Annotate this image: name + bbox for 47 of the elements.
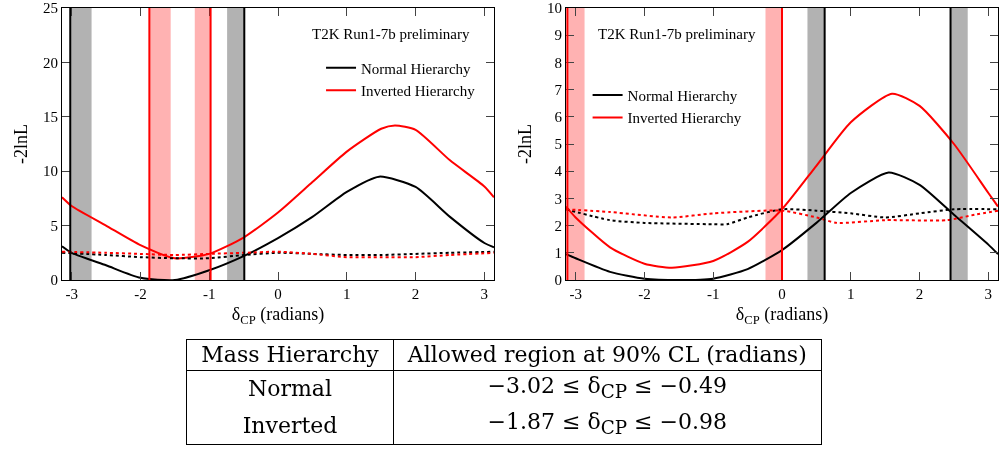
y-axis-title: -2lnL	[515, 124, 536, 164]
x-tick-label: 2	[915, 286, 924, 302]
legend-label: Normal Hierarchy	[627, 87, 738, 104]
legend-label: Inverted Hierarchy	[627, 110, 742, 127]
x-tick-label: 3	[984, 286, 993, 302]
y-tick-label: 0	[554, 272, 562, 289]
y-tick-label: 15	[43, 109, 58, 126]
y-tick-label: 7	[554, 81, 563, 98]
x-tick-label: -3	[569, 286, 582, 302]
x-tick-label: 0	[778, 286, 786, 302]
y-tick-label: 10	[547, 0, 562, 17]
y-tick-label: 20	[43, 54, 58, 71]
annotation: T2K Run1-7b preliminary	[598, 26, 756, 42]
annotation: T2K Run1-7b preliminary	[312, 26, 470, 42]
y-tick-label: 4	[554, 163, 563, 180]
y-tick-label: 25	[43, 0, 58, 17]
y-tick-label: 5	[50, 217, 58, 234]
x-tick-label: 1	[343, 286, 351, 302]
y-tick-label: 3	[554, 190, 562, 207]
legend-label: Inverted Hierarchy	[361, 83, 476, 100]
x-axis-title: δ$_{CP}$ (radians)	[735, 304, 829, 327]
y-tick-label: 1	[554, 245, 562, 262]
legend-label: Normal Hierarchy	[361, 60, 472, 77]
x-tick-label: -1	[202, 286, 216, 302]
text: −3.02 ≤ δ$_{CP}$ ≤ −0.49	[393, 370, 822, 408]
y-tick-label: 6	[554, 109, 563, 126]
x-tick-label: -1	[706, 286, 720, 302]
text: Mass Hierarchy	[186, 339, 394, 371]
x-axis-title: δ$_{CP}$ (radians)	[231, 304, 325, 327]
x-tick-label: 1	[847, 286, 855, 302]
x-tick-label: -2	[638, 286, 651, 302]
x-tick-label: 3	[480, 286, 489, 302]
text: −1.87 ≤ δ$_{CP}$ ≤ −0.98	[393, 407, 822, 445]
text: Allowed region at 90% CL (radians)	[393, 339, 822, 371]
y-tick-label: 8	[554, 54, 562, 71]
y-tick-label: 0	[50, 272, 58, 289]
x-tick-label: 2	[411, 286, 420, 302]
x-tick-label: -3	[65, 286, 78, 302]
text: Inverted	[186, 407, 394, 445]
x-tick-label: 0	[274, 286, 282, 302]
y-tick-label: 5	[554, 136, 562, 153]
y-tick-label: 9	[554, 27, 562, 44]
y-tick-label: 10	[43, 163, 58, 180]
y-tick-label: 2	[554, 217, 562, 234]
text: Normal	[186, 370, 394, 408]
x-tick-label: -2	[134, 286, 147, 302]
y-axis-title: -2lnL	[11, 124, 32, 164]
